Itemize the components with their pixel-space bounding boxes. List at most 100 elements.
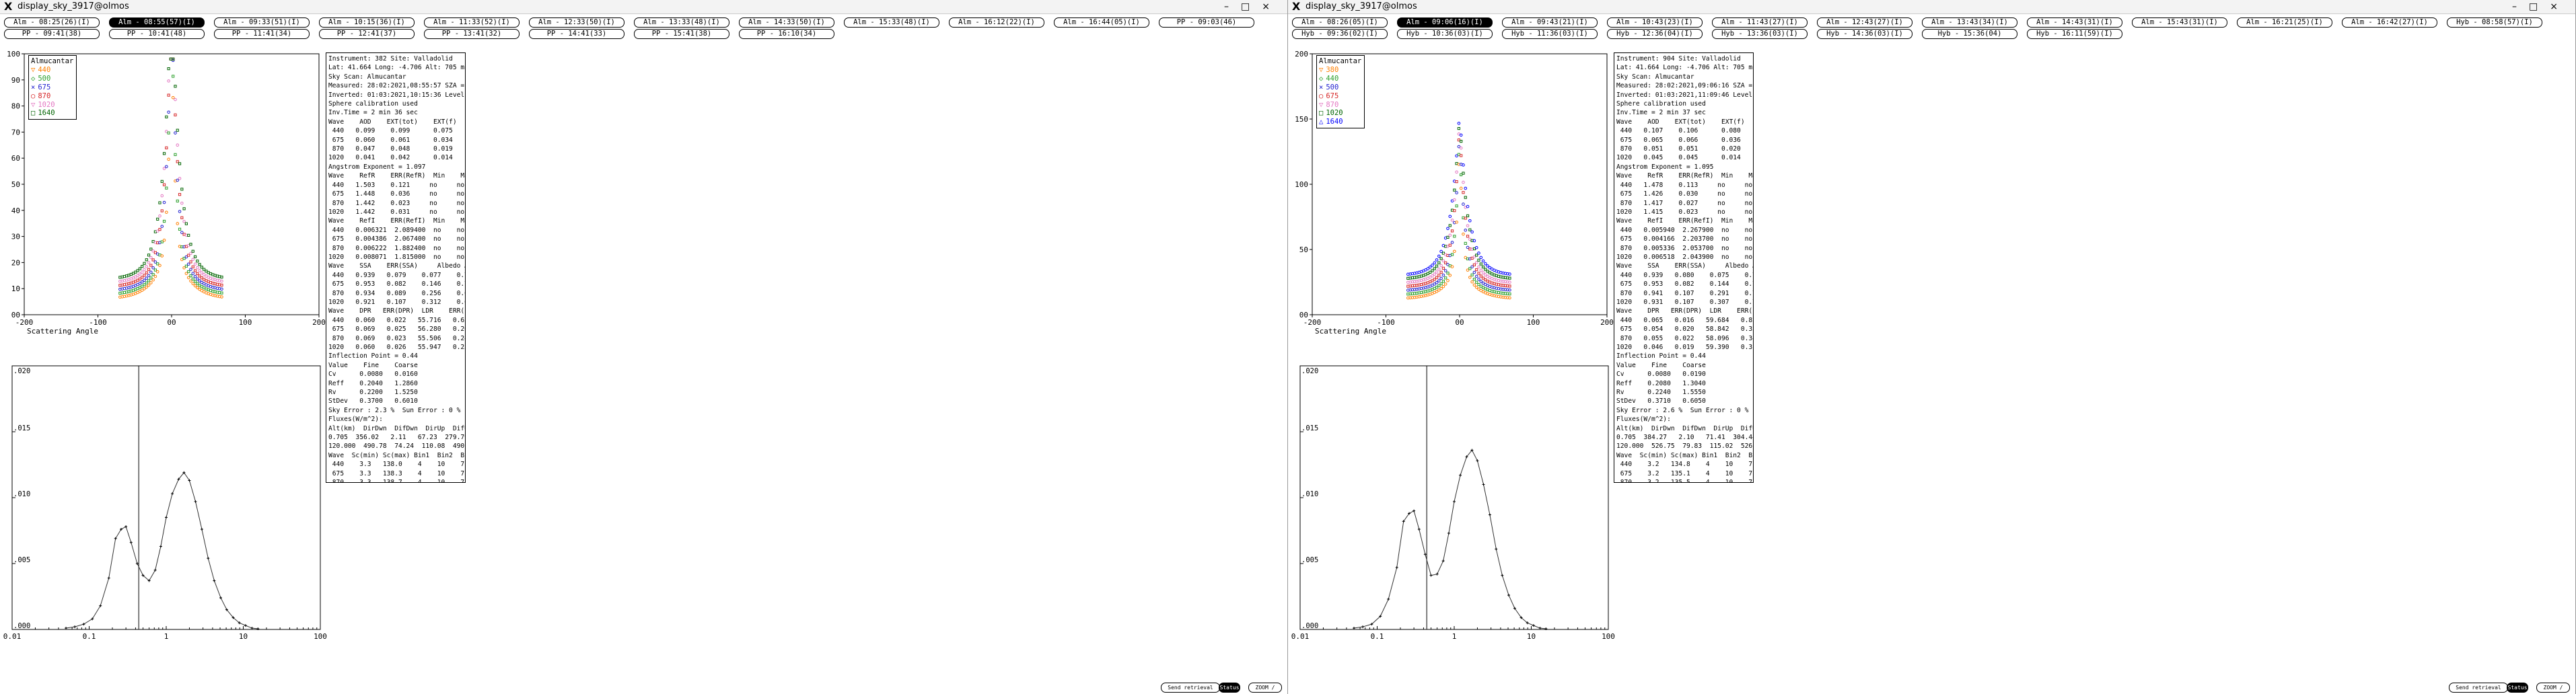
scan-tab[interactable]: PP - 11:41(34): [214, 29, 310, 39]
radiance-point: [1481, 281, 1485, 285]
scan-tab[interactable]: Hyb - 16:11(59)(I): [2027, 29, 2122, 39]
scan-tab[interactable]: Alm - 08:55(57)(I): [109, 17, 205, 28]
legend-marker-icon: ×: [1319, 83, 1324, 91]
status-button[interactable]: Status: [1219, 683, 1240, 693]
radiance-point: [145, 265, 149, 268]
scan-tab[interactable]: Hyb - 12:36(04)(I): [1607, 29, 1703, 39]
scan-tab[interactable]: Alm - 14:33(50)(I): [739, 17, 834, 28]
scan-tab[interactable]: Alm - 13:33(48)(I): [634, 17, 729, 28]
scan-tab[interactable]: Hyb - 10:36(03)(I): [1397, 29, 1493, 39]
scan-tab[interactable]: Hyb - 08:58(57)(I): [2447, 17, 2542, 28]
radiance-point: [1433, 282, 1437, 286]
radiance-point: [134, 275, 137, 279]
radiance-point: [196, 266, 199, 270]
scan-tab[interactable]: Alm - 13:43(34)(I): [1922, 17, 2017, 28]
radiance-point: [160, 194, 164, 198]
info-line: Inv.Time = 2 min 36 sec: [328, 109, 418, 117]
radiance-point: [1488, 288, 1491, 293]
send-retrieval-button[interactable]: Send retrieval: [1161, 683, 1220, 693]
radiance-point: [1481, 276, 1485, 280]
scan-tab[interactable]: Alm - 11:43(27)(I): [1712, 17, 1808, 28]
scan-tab[interactable]: Hyb - 11:36(03)(I): [1502, 29, 1598, 39]
minimize-icon[interactable]: –: [1224, 1, 1242, 12]
radiance-point: [1410, 276, 1415, 280]
close-icon[interactable]: ×: [2550, 1, 2570, 12]
y-tick-label: 50: [11, 180, 20, 189]
radiance-point: [1431, 274, 1434, 278]
radiance-point: [138, 290, 142, 293]
scan-tab[interactable]: Alm - 09:06(16)(I): [1397, 17, 1493, 28]
send-retrieval-button[interactable]: Send retrieval: [2449, 683, 2508, 693]
zoom-quit-button[interactable]: ZOOM / Quit: [1248, 683, 1282, 694]
scan-tab[interactable]: Hyb - 15:36(04): [1922, 29, 2017, 39]
scan-tab[interactable]: Alm - 09:33(51)(I): [214, 17, 310, 28]
radiance-point: [193, 269, 197, 272]
maximize-icon[interactable]: □: [1241, 1, 1262, 12]
radiance-point: [147, 274, 151, 278]
info-line: 0.705 384.27 2.10 71.41 304.44 14.80 174…: [1616, 434, 1753, 442]
radiance-point: [174, 98, 177, 102]
scan-tab[interactable]: Alm - 15:33(48)(I): [844, 17, 939, 28]
radiance-point: [147, 254, 151, 257]
radiance-point: [1450, 241, 1454, 244]
radiance-point: [220, 291, 223, 295]
radiance-point: [140, 288, 144, 292]
radiance-point: [1408, 276, 1412, 280]
info-line: 440 0.939 0.079 0.077 0.7393: [328, 271, 466, 279]
scan-tab[interactable]: Alm - 08:25(26)(I): [4, 17, 100, 28]
radiance-point: [178, 227, 182, 231]
scan-tab[interactable]: PP - 16:10(34): [739, 29, 834, 39]
x-tick-label: 100: [314, 632, 327, 641]
radiance-point: [1466, 245, 1470, 249]
scan-tab[interactable]: Hyb - 09:36(02)(I): [1292, 29, 1388, 39]
scan-tab[interactable]: Alm - 16:44(05)(I): [1054, 17, 1149, 28]
scan-tab[interactable]: Alm - 11:33(52)(I): [424, 17, 520, 28]
x-axis-label: Scattering Angle: [27, 327, 98, 336]
zoom-quit-button[interactable]: ZOOM / Quit: [2536, 683, 2570, 694]
maximize-icon[interactable]: □: [2529, 1, 2550, 12]
scan-tab[interactable]: Alm - 14:43(31)(I): [2027, 17, 2122, 28]
y-tick-label: .005: [13, 556, 30, 564]
info-line: 120.000 526.75 79.83 115.02 526.75 -6.71…: [1616, 442, 1753, 451]
scan-tab[interactable]: Hyb - 13:36(03)(I): [1712, 29, 1808, 39]
info-line: 440 0.005940 2.267900 no no: [1616, 226, 1753, 234]
scan-tab[interactable]: Alm - 08:26(05)(I): [1292, 17, 1388, 28]
scan-tab[interactable]: PP - 09:41(38): [4, 29, 100, 39]
radiance-point: [1475, 280, 1478, 284]
radiance-point: [162, 183, 166, 186]
scan-tab[interactable]: PP - 12:41(37): [319, 29, 415, 39]
x-tick-label: 0.1: [83, 632, 96, 641]
scan-tab[interactable]: Hyb - 14:36(03)(I): [1817, 29, 1912, 39]
close-icon[interactable]: ×: [1262, 1, 1282, 12]
scan-tab[interactable]: Alm - 12:43(27)(I): [1817, 17, 1912, 28]
scan-tab[interactable]: Alm - 09:43(21)(I): [1502, 17, 1598, 28]
info-line: Wave SSA ERR(SSA) Albedo Asym.Fctr: [328, 262, 465, 270]
scan-tab[interactable]: Alm - 15:43(31)(I): [2132, 17, 2227, 28]
legend: Almucantar ▽ 380 ◇ 440 × 500 ○ 675 ▽ 870 □ 1020 △ 1640: [1316, 55, 1365, 128]
scan-tab[interactable]: PP - 13:41(32): [424, 29, 520, 39]
scan-tabs: Alm - 08:25(26)(I) Alm - 08:55(57)(I) Alm …: [3, 17, 1285, 40]
scan-tab[interactable]: PP - 09:03(46): [1159, 17, 1254, 28]
radiance-point: [1433, 278, 1436, 281]
scan-tab[interactable]: PP - 15:41(38): [634, 29, 729, 39]
legend-item: ◇ 500: [31, 75, 74, 83]
radiance-point: [1477, 277, 1480, 281]
scan-tab[interactable]: Alm - 16:12(22)(I): [949, 17, 1044, 28]
status-button[interactable]: Status: [2507, 683, 2528, 693]
info-line: 1020 0.060 0.026 55.947 0.236: [328, 344, 466, 351]
radiance-point: [198, 263, 201, 266]
scan-tab[interactable]: PP - 14:41(33): [529, 29, 624, 39]
scan-tab[interactable]: Alm - 10:15(36)(I): [319, 17, 415, 28]
minimize-icon[interactable]: –: [2512, 1, 2530, 12]
scan-tab[interactable]: PP - 10:41(48): [109, 29, 205, 39]
radiance-point: [1477, 282, 1480, 286]
scan-tab[interactable]: Alm - 10:43(23)(I): [1607, 17, 1703, 28]
radiance-point: [1508, 280, 1511, 284]
scan-tab[interactable]: Alm - 16:42(27)(I): [2342, 17, 2437, 28]
info-line: 675 1.448 0.036 no no: [328, 190, 465, 198]
scan-tab[interactable]: Alm - 12:33(50)(I): [529, 17, 624, 28]
scan-tab[interactable]: Alm - 16:21(25)(I): [2237, 17, 2332, 28]
